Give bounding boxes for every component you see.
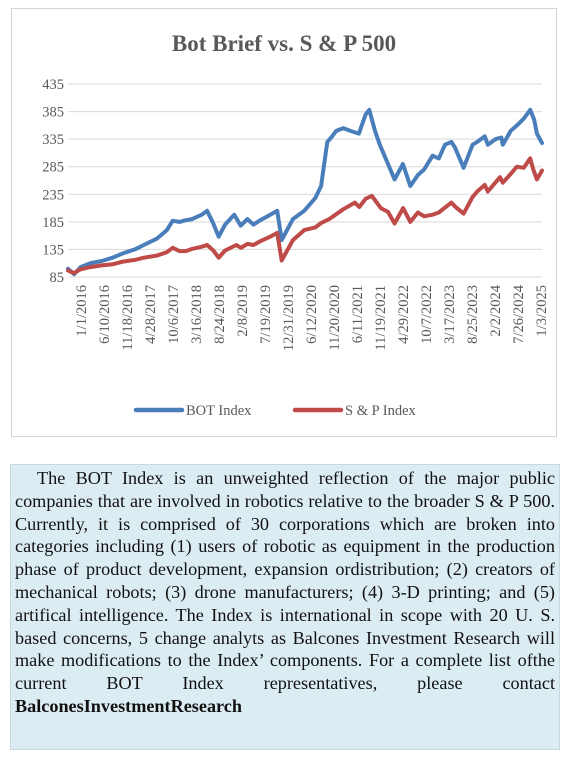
series-lines bbox=[66, 107, 544, 277]
bot-index-line bbox=[66, 107, 544, 277]
x-tick-label: 1/3/2025 bbox=[534, 285, 550, 337]
x-tick-label: 12/31/2019 bbox=[281, 285, 297, 351]
y-tick-label: 285 bbox=[42, 160, 64, 176]
y-tick-label: 185 bbox=[42, 215, 64, 231]
x-tick-label: 11/20/2020 bbox=[327, 285, 343, 351]
chart-title: Bot Brief vs. S & P 500 bbox=[172, 31, 396, 56]
contact-name: BalconesInvestmentResearch bbox=[15, 695, 242, 716]
y-tick-label: 235 bbox=[42, 187, 64, 203]
y-tick-label: 135 bbox=[42, 242, 64, 258]
line-chart: Bot Brief vs. S & P 500 85 135 185 235 285 33… bbox=[42, 31, 550, 419]
y-tick-label: 385 bbox=[42, 105, 64, 121]
x-tick-label: 3/16/2018 bbox=[189, 285, 205, 344]
x-tick-label: 3/17/2023 bbox=[442, 285, 458, 344]
x-tick-label: 7/26/2024 bbox=[511, 284, 527, 344]
x-tick-label: 10/6/2017 bbox=[166, 285, 182, 344]
y-tick-label: 335 bbox=[42, 132, 64, 148]
x-tick-label: 10/7/2022 bbox=[419, 285, 435, 344]
y-tick-label: 435 bbox=[42, 77, 64, 93]
description-text: The BOT Index is an unweighted reflectio… bbox=[15, 467, 555, 718]
x-tick-label: 2/2/2024 bbox=[488, 284, 504, 336]
x-tick-label: 4/29/2022 bbox=[396, 285, 412, 344]
x-tick-label: 6/12/2020 bbox=[304, 285, 320, 344]
x-tick-label: 6/10/2016 bbox=[97, 285, 113, 344]
x-tick-label: 1/1/2016 bbox=[74, 285, 90, 337]
x-tick-label: 8/24/2018 bbox=[212, 285, 228, 344]
description-body: The BOT Index is an unweighted reflectio… bbox=[15, 468, 555, 694]
legend-label: S & P Index bbox=[345, 403, 417, 419]
description-panel: The BOT Index is an unweighted reflectio… bbox=[10, 464, 560, 750]
chart-container: Bot Brief vs. S & P 500 85 135 185 235 285 33… bbox=[11, 8, 557, 437]
x-tick-label: 4/28/2017 bbox=[143, 285, 159, 344]
y-tick-label: 85 bbox=[50, 270, 65, 286]
legend-label: BOT Index bbox=[186, 403, 252, 419]
grid bbox=[68, 83, 542, 278]
x-tick-label: 2/8/2019 bbox=[235, 285, 251, 337]
x-axis: 1/1/2016 6/10/2016 11/18/2016 4/28/2017 10/6… bbox=[74, 284, 550, 351]
x-tick-label: 8/25/2023 bbox=[465, 285, 481, 344]
sp-index-line bbox=[66, 156, 544, 276]
legend: BOT Index S & P Index bbox=[133, 403, 417, 419]
x-tick-label: 7/19/2019 bbox=[258, 285, 274, 344]
x-tick-label: 11/18/2016 bbox=[120, 285, 136, 351]
x-tick-label: 6/11/2021 bbox=[350, 285, 366, 343]
x-tick-label: 11/19/2021 bbox=[373, 285, 389, 351]
y-axis: 85 135 185 235 285 335 385 435 bbox=[42, 77, 64, 286]
